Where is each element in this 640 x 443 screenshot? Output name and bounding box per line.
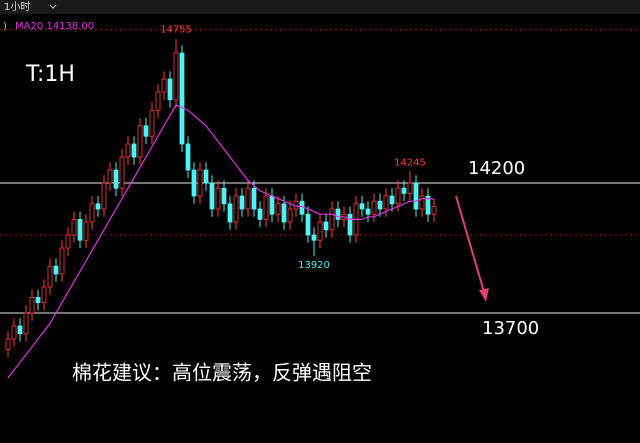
candle-body xyxy=(209,182,215,210)
candle-body xyxy=(365,208,371,215)
candle-body xyxy=(293,200,299,210)
candle-body xyxy=(359,203,365,210)
candle-body xyxy=(263,195,269,220)
candle-body xyxy=(53,265,59,275)
candle-body xyxy=(11,325,17,340)
candle-body xyxy=(23,312,29,335)
candle-body xyxy=(377,200,383,210)
candle-body xyxy=(323,221,329,231)
candle-body xyxy=(191,169,197,197)
candle-body xyxy=(197,169,203,197)
candle-body xyxy=(119,156,125,189)
candle-body xyxy=(89,203,95,223)
candle-body xyxy=(275,203,281,215)
candle-body xyxy=(185,143,191,171)
candle-body xyxy=(5,338,11,350)
indicator-label: MA20 14138.00 xyxy=(15,21,94,32)
candle-body xyxy=(161,78,167,93)
candle-body xyxy=(167,78,173,101)
candle-body xyxy=(311,234,317,241)
candle-body xyxy=(17,325,23,335)
candle-body xyxy=(395,187,401,205)
candle-body xyxy=(113,169,119,189)
candle-body xyxy=(233,195,239,223)
candle-body xyxy=(47,265,53,288)
candle-body xyxy=(347,213,353,236)
arrow-shaft xyxy=(455,195,485,293)
candle-body xyxy=(155,91,161,111)
timeframe-label: T:1H xyxy=(25,62,75,87)
candle-body xyxy=(419,195,425,210)
ma20-line xyxy=(7,104,435,379)
candle-body xyxy=(269,195,275,215)
candle-body xyxy=(41,286,47,304)
candle-body xyxy=(143,125,149,137)
candle-body xyxy=(407,182,413,194)
candle-body xyxy=(431,206,437,215)
candle-body xyxy=(221,187,227,205)
candle-body xyxy=(179,52,185,145)
price-annotation: 13920 xyxy=(298,260,330,271)
candle-body xyxy=(251,187,257,210)
candle-body xyxy=(59,247,65,275)
candle-body xyxy=(281,203,287,223)
candle-body xyxy=(239,195,245,210)
candle-body xyxy=(131,143,137,158)
candle-body xyxy=(149,109,155,137)
period-selector[interactable]: 1小时 xyxy=(4,1,30,13)
level-label: 14200 xyxy=(468,158,525,179)
candle-body xyxy=(83,221,89,241)
toolbar xyxy=(0,0,640,14)
candle-body xyxy=(371,200,377,215)
candle-body xyxy=(425,195,431,215)
candle-body xyxy=(413,182,419,210)
candle-body xyxy=(203,169,209,184)
candle-body xyxy=(401,187,407,194)
candle-body xyxy=(389,195,395,205)
candle-body xyxy=(125,143,131,158)
candle-body xyxy=(95,203,101,210)
candle-body xyxy=(227,203,233,223)
price-annotation: 14245 xyxy=(394,157,426,168)
candle-body xyxy=(299,200,305,215)
candle-body xyxy=(173,52,179,101)
candle-body xyxy=(317,221,323,241)
level-label: 13700 xyxy=(482,318,539,339)
arrow-head xyxy=(479,288,489,302)
candle-body xyxy=(29,297,35,314)
candle-body xyxy=(257,208,263,220)
candle-body xyxy=(35,297,41,304)
candle-body xyxy=(77,219,83,241)
dropdown-icon[interactable] xyxy=(49,4,57,9)
price-annotation: 14755 xyxy=(160,25,192,36)
candle-body xyxy=(329,208,335,231)
candle-body xyxy=(335,208,341,220)
candle-body xyxy=(137,125,143,158)
candle-body xyxy=(383,195,389,210)
indicator-icon: ) xyxy=(3,21,7,32)
candle-body xyxy=(215,187,221,210)
candle-body xyxy=(107,169,113,184)
candle-body xyxy=(71,219,77,236)
candle-body xyxy=(305,213,311,236)
candle-body xyxy=(101,182,107,210)
candle-body xyxy=(245,187,251,210)
caption: 棉花建议：高位震荡，反弹遇阻空 xyxy=(72,361,372,385)
candle-body xyxy=(287,208,293,223)
candle-body xyxy=(65,234,71,249)
